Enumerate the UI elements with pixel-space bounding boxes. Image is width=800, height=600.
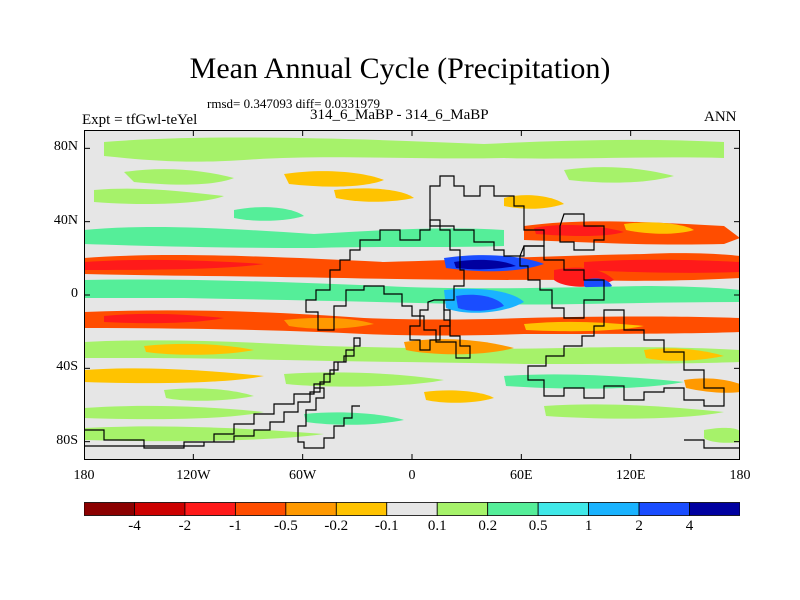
colorbar-swatch — [134, 502, 186, 516]
colorbar-label: 2 — [635, 518, 643, 534]
colorbar-label: -2 — [178, 518, 192, 534]
colorbar-swatch — [436, 502, 489, 516]
x-tick-label: 120E — [615, 468, 646, 483]
colorbar-swatch — [386, 502, 438, 516]
x-tick-label: 180 — [729, 468, 751, 483]
land-outline — [84, 175, 740, 449]
y-tick-label: 40S — [56, 359, 78, 375]
colorbar-label: -0.2 — [324, 518, 349, 534]
stats-label: rmsd= 0.347093 diff= 0.0331979 — [207, 96, 380, 111]
colorbar — [84, 502, 740, 516]
colorbar-swatch — [234, 502, 287, 516]
colorbar-label: -1 — [229, 518, 242, 534]
season-label: ANN — [704, 109, 737, 125]
colorbar-swatch — [285, 502, 337, 516]
colorbar-swatch — [335, 502, 388, 516]
x-axis-ticks — [84, 130, 740, 460]
colorbar-label: -4 — [128, 518, 141, 534]
colorbar-label: 0.1 — [427, 518, 447, 534]
x-tick-label: 180 — [73, 468, 95, 483]
colorbar-swatch — [84, 502, 135, 516]
colorbar-swatch — [184, 502, 236, 516]
x-tick-label: 60E — [510, 468, 533, 483]
x-tick-label: 60W — [289, 468, 317, 483]
y-tick-label: 40N — [53, 212, 78, 228]
y-tick-label: 0 — [71, 286, 78, 301]
precipitation-anomaly-field — [84, 137, 740, 443]
experiment-label: Expt = tfGwl-teYel — [82, 112, 198, 128]
y-tick-label: 80S — [56, 432, 78, 448]
colorbar-label: 0.2 — [478, 518, 498, 534]
colorbar-label: 1 — [584, 518, 593, 534]
y-tick-label: 80N — [53, 139, 78, 155]
precipitation-map — [84, 130, 740, 460]
colorbar-swatch — [487, 502, 539, 516]
colorbar-swatch — [537, 502, 590, 516]
colorbar-swatch — [638, 502, 690, 516]
colorbar-label: -0.1 — [374, 518, 399, 534]
colorbar-swatch — [689, 502, 740, 516]
plot-title: Mean Annual Cycle (Precipitation) — [189, 52, 611, 85]
colorbar-swatch — [588, 502, 640, 516]
colorbar-label: 0.5 — [528, 518, 548, 534]
y-axis-ticks — [84, 147, 740, 443]
colorbar-label: -0.5 — [273, 518, 298, 534]
x-tick-label: 120W — [176, 468, 211, 483]
runs-label: 314_6_MaBP - 314_6_MaBP — [310, 107, 489, 123]
x-tick-label: 0 — [408, 468, 416, 483]
colorbar-label: 4 — [685, 518, 694, 534]
